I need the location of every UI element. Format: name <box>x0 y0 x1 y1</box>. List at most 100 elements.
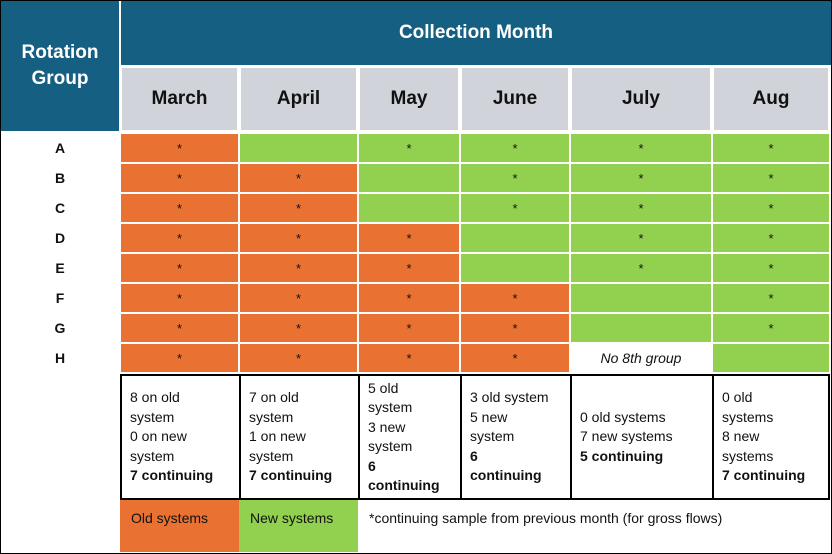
summary-line: 7 new systems <box>580 428 673 445</box>
cell-d-march: * <box>120 223 239 253</box>
summary-april: 7 on old system 1 on new system 7 continuing <box>239 374 360 500</box>
cell-h-june: * <box>460 343 570 373</box>
month-header-march: March <box>120 66 239 132</box>
cell-b-june: * <box>460 163 570 193</box>
summary-continuing: 7 continuing <box>130 467 214 484</box>
summary-line: 1 on new <box>249 428 306 445</box>
cell-g-june: * <box>460 313 570 343</box>
summary-line: system <box>249 408 294 425</box>
cell-e-march: * <box>120 253 239 283</box>
summary-continuing: continuing <box>368 477 440 493</box>
cell-g-may: * <box>358 313 460 343</box>
cell-f-july <box>570 283 712 313</box>
cell-d-may: * <box>358 223 460 253</box>
rotation-group-header-line1: Rotation <box>21 42 99 63</box>
cell-d-june <box>460 223 570 253</box>
rotation-group-header-line2: Group <box>31 68 89 89</box>
cell-g-april: * <box>239 313 358 343</box>
cell-g-july <box>570 313 712 343</box>
group-label-d: D <box>54 230 66 246</box>
month-header-july: July <box>570 66 712 132</box>
cell-d-aug: * <box>712 223 830 253</box>
cell-e-may: * <box>358 253 460 283</box>
cell-g-aug: * <box>712 313 830 343</box>
summary-line: 8 new <box>722 428 760 445</box>
summary-line: system <box>130 447 175 464</box>
cell-g-march: * <box>120 313 239 343</box>
cell-f-june: * <box>460 283 570 313</box>
summary-line: systems <box>722 447 774 464</box>
rotation-group-header: Rotation Group <box>0 0 120 132</box>
cell-a-march: * <box>120 133 239 163</box>
summary-line: 0 old systems <box>580 408 666 425</box>
collection-month-header: Collection Month <box>120 0 832 66</box>
cell-e-aug: * <box>712 253 830 283</box>
summary-continuing: 7 continuing <box>722 467 806 484</box>
summary-line: 5 old <box>368 379 399 396</box>
cell-h-march: * <box>120 343 239 373</box>
summary-line: system <box>130 408 175 425</box>
cell-f-may: * <box>358 283 460 313</box>
cell-c-may <box>358 193 460 223</box>
summary-line: system <box>470 428 515 445</box>
month-header-may: May <box>358 66 460 132</box>
summary-continuing: 6 <box>368 457 376 474</box>
legend-old-systems: Old systems <box>120 500 239 552</box>
summary-continuing: 6 <box>470 447 478 464</box>
cell-b-may <box>358 163 460 193</box>
group-label-f: F <box>55 290 65 306</box>
summary-continuing: 7 continuing <box>249 467 333 484</box>
summary-line: 8 on old <box>130 389 180 406</box>
cell-a-april <box>239 133 358 163</box>
cell-c-july: * <box>570 193 712 223</box>
cell-h-july: No 8th group <box>570 343 712 373</box>
summary-line: 3 old system <box>470 389 549 406</box>
cell-a-aug: * <box>712 133 830 163</box>
summary-continuing: 5 continuing <box>580 447 664 464</box>
month-header-april: April <box>239 66 358 132</box>
group-label-e: E <box>55 260 65 276</box>
summary-line: 5 new <box>470 408 508 425</box>
summary-line: 0 old <box>722 389 753 406</box>
group-label-g: G <box>54 320 66 336</box>
legend-note: *continuing sample from previous month (… <box>369 510 723 526</box>
cell-e-june <box>460 253 570 283</box>
cell-h-aug <box>712 343 830 373</box>
cell-d-july: * <box>570 223 712 253</box>
cell-f-march: * <box>120 283 239 313</box>
month-header-aug: Aug <box>712 66 830 132</box>
cell-b-april: * <box>239 163 358 193</box>
summary-line: system <box>368 438 413 454</box>
cell-c-march: * <box>120 193 239 223</box>
summary-line: 0 on new <box>130 428 187 445</box>
cell-d-april: * <box>239 223 358 253</box>
legend-new-systems: New systems <box>239 500 358 552</box>
summary-line: systems <box>722 408 774 425</box>
cell-h-may: * <box>358 343 460 373</box>
month-header-june: June <box>460 66 570 132</box>
cell-c-april: * <box>239 193 358 223</box>
cell-h-april: * <box>239 343 358 373</box>
group-label-a: A <box>54 140 66 156</box>
cell-e-april: * <box>239 253 358 283</box>
summary-may: 5 old system 3 new system 6 continuing <box>358 374 462 500</box>
cell-a-june: * <box>460 133 570 163</box>
summary-line: system <box>368 399 413 415</box>
summary-line: system <box>249 447 294 464</box>
cell-f-april: * <box>239 283 358 313</box>
cell-f-aug: * <box>712 283 830 313</box>
cell-c-june: * <box>460 193 570 223</box>
cell-b-aug: * <box>712 163 830 193</box>
cell-c-aug: * <box>712 193 830 223</box>
cell-b-july: * <box>570 163 712 193</box>
summary-aug: 0 old systems 8 new systems 7 continuing <box>712 374 830 500</box>
group-label-b: B <box>54 170 66 186</box>
summary-july: 0 old systems 7 new systems 5 continuing <box>570 374 714 500</box>
summary-june: 3 old system 5 new system 6 continuing <box>460 374 572 500</box>
group-label-c: C <box>54 200 66 216</box>
summary-line: 3 new <box>368 418 406 435</box>
cell-e-july: * <box>570 253 712 283</box>
cell-b-march: * <box>120 163 239 193</box>
cell-a-may: * <box>358 133 460 163</box>
